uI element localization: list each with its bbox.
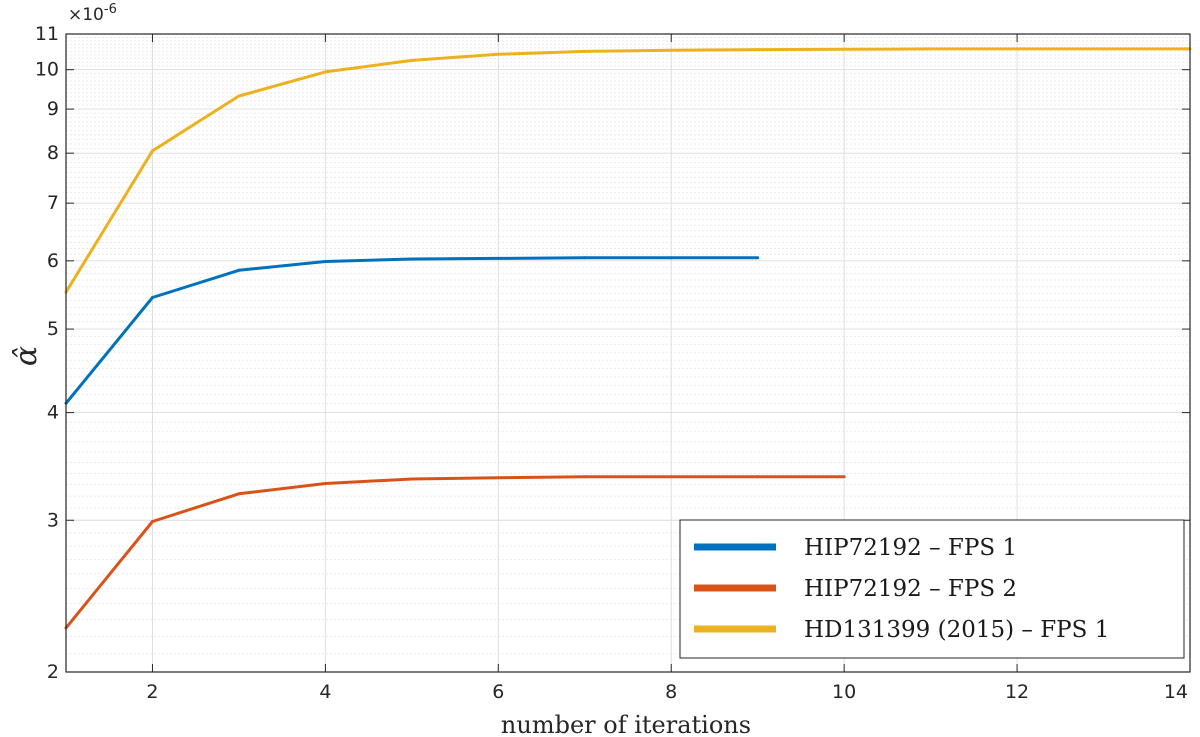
- y-tick-label: 11: [35, 23, 59, 45]
- legend-label: HIP72192 – FPS 1: [804, 535, 1017, 561]
- legend: HIP72192 – FPS 1 HIP72192 – FPS 2 HD131399…: [679, 519, 1185, 659]
- legend-label: HD131399 (2015) – FPS 1: [804, 617, 1109, 643]
- data-point: [410, 58, 414, 62]
- data-point: [756, 256, 760, 260]
- x-tick-labels: 2 4 6 8 10 12 14: [146, 681, 1188, 703]
- y-tick-label: 10: [35, 59, 59, 81]
- data-point: [151, 520, 154, 523]
- data-point: [151, 149, 154, 153]
- data-point: [151, 296, 154, 299]
- x-tick-label: 4: [319, 681, 331, 703]
- data-point: [496, 476, 500, 480]
- y-tick-label: 5: [47, 318, 59, 340]
- data-point: [237, 492, 241, 496]
- data-point: [410, 257, 414, 261]
- y-tick-label: 8: [47, 142, 59, 164]
- x-tick-label: 6: [492, 681, 504, 703]
- series-line-1: [64, 256, 758, 405]
- y-tick-label: 9: [47, 98, 59, 120]
- data-point: [583, 256, 587, 260]
- x-tick-label: 10: [832, 681, 856, 703]
- x-tick-label: 12: [1005, 681, 1029, 703]
- data-point: [669, 475, 673, 479]
- data-point: [323, 260, 327, 263]
- y-tick-label: 4: [47, 402, 59, 424]
- y-tick-labels: 2 3 4 5 6 7 8 9 10 11: [35, 23, 59, 683]
- data-point: [756, 475, 760, 479]
- data-point: [1102, 47, 1105, 51]
- x-axis-title: number of iterations: [501, 711, 751, 737]
- data-point: [237, 94, 241, 98]
- data-point: [583, 49, 587, 53]
- y-tick-label: 2: [47, 661, 59, 683]
- data-point: [323, 482, 327, 485]
- data-point: [323, 70, 327, 74]
- y-tick-label: 3: [47, 509, 59, 531]
- x-tick-label: 2: [146, 681, 158, 703]
- data-point: [756, 48, 760, 52]
- data-point: [669, 48, 673, 52]
- data-point: [669, 256, 673, 260]
- data-point: [237, 268, 241, 272]
- data-point: [496, 52, 500, 56]
- data-point: [410, 477, 414, 481]
- series-line-3: [64, 47, 1190, 293]
- x-tick-label: 8: [665, 681, 677, 703]
- data-point: [842, 47, 846, 51]
- data-point: [929, 47, 933, 51]
- y-multiplier-label: ×10-6: [68, 2, 117, 25]
- legend-label: HIP72192 – FPS 2: [804, 576, 1017, 602]
- series-layer: [64, 47, 1192, 630]
- series-line-2: [64, 475, 845, 629]
- plot-frame: [65, 33, 1191, 673]
- data-point: [496, 256, 500, 260]
- data-point: [583, 475, 587, 479]
- y-tick-label: 7: [47, 192, 59, 214]
- x-tick-label: 14: [1164, 681, 1188, 703]
- y-tick-label: 6: [47, 250, 59, 272]
- data-point: [842, 475, 846, 479]
- data-point: [1015, 47, 1019, 51]
- y-axis-title: α̂: [9, 346, 44, 366]
